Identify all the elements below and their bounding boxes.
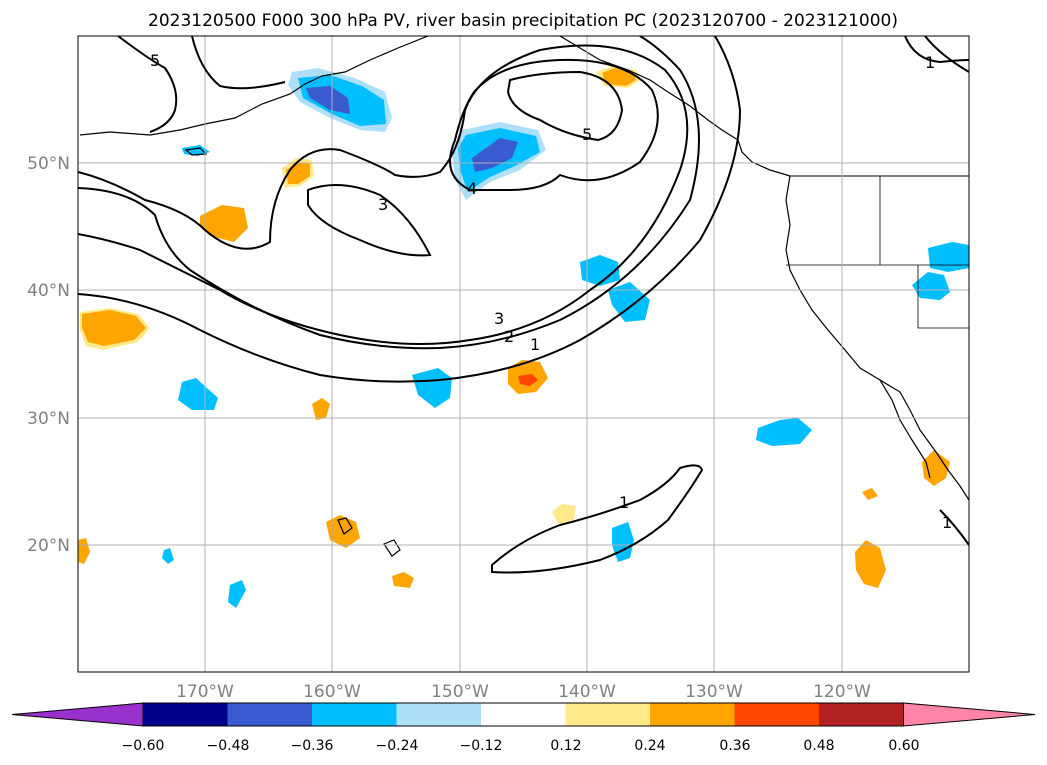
pv-contour-west [191, 36, 286, 90]
anomaly-patch [162, 548, 174, 564]
colorbar-tick-label: 0.36 [719, 738, 750, 754]
anomaly-patch [552, 504, 576, 524]
colorbar-tick-label: −0.48 [207, 738, 250, 754]
precip-anomaly-shading [78, 66, 969, 608]
anomaly-patch [312, 398, 330, 420]
colorbar-segment [227, 703, 312, 726]
colorbar-tick-label: −0.36 [291, 738, 334, 754]
coastlines [79, 36, 969, 557]
colorbar-tick-label: 0.60 [888, 738, 919, 754]
pv-contour-1-se [939, 509, 969, 546]
pv-contour-3 [78, 44, 689, 345]
pv-contour-2 [78, 36, 700, 350]
colorbar-segment [481, 703, 566, 726]
contour-label: 5 [150, 51, 160, 70]
anomaly-patch [518, 374, 538, 386]
gridlines [78, 36, 969, 672]
lat-tick-label: 40°N [27, 281, 70, 301]
lat-tick-labels: 50°N 40°N 30°N 20°N [27, 154, 70, 556]
pv-contour-ne-loop [904, 36, 969, 64]
colorbar-segment [396, 703, 481, 726]
colorbar-ticks: −0.60 −0.48 −0.36 −0.24 −0.12 0.12 0.24 … [122, 738, 920, 754]
island-hawaii [337, 517, 401, 557]
colorbar-tick-label: 0.12 [550, 738, 581, 754]
contour-label: 1 [925, 53, 935, 72]
coastline-alaska-gulf [559, 36, 791, 177]
coastline-west-coast [785, 175, 969, 501]
colorbar-extend-low [11, 702, 144, 727]
lat-tick-label: 30°N [27, 409, 70, 429]
lon-tick-label: 150°W [431, 682, 489, 702]
lon-tick-label: 160°W [303, 682, 361, 702]
anomaly-patch [178, 378, 218, 410]
island-small [184, 147, 208, 156]
colorbar-segment [312, 703, 397, 726]
contour-label: 2 [504, 327, 514, 346]
lon-tick-label: 130°W [685, 682, 743, 702]
anomaly-patch [862, 488, 878, 500]
anomaly-patch [228, 580, 246, 608]
pv-contour-4 [449, 58, 659, 192]
contour-label: 5 [582, 125, 592, 144]
contour-label: 1 [942, 513, 952, 532]
colorbar-frame [142, 702, 904, 727]
colorbar-tick-label: −0.60 [122, 738, 165, 754]
colorbar-tick-label: −0.24 [376, 738, 419, 754]
colorbar-segment [650, 703, 735, 726]
pv-contour-1-ne [924, 36, 969, 73]
colorbar-segment [143, 703, 228, 726]
pv-contour-5-inner [506, 70, 624, 142]
anomaly-patch [608, 282, 650, 322]
lon-tick-label: 140°W [558, 682, 616, 702]
lon-tick-label: 120°W [813, 682, 871, 702]
anomaly-patch [82, 310, 146, 346]
anomaly-patch [928, 242, 969, 272]
anomaly-patch [392, 572, 414, 588]
anomaly-patch [580, 255, 620, 286]
contour-labels: 5 3 4 5 3 2 1 1 1 1 [150, 51, 952, 532]
pv-contour-1-south [491, 464, 704, 574]
lon-tick-label: 170°W [176, 682, 234, 702]
map-content: 5 3 4 5 3 2 1 1 1 1 [78, 36, 969, 672]
anomaly-patch [412, 368, 452, 408]
anomaly-patch [912, 272, 950, 300]
contour-label: 4 [467, 179, 477, 198]
coastline-alaska [79, 36, 429, 136]
colorbar-segment [819, 703, 904, 726]
anomaly-patch [922, 450, 950, 486]
lat-tick-label: 50°N [27, 154, 70, 174]
anomaly-patch [602, 68, 636, 86]
pv-contour-3-inner [307, 184, 432, 257]
colorbar-extend-high [903, 702, 1036, 727]
contour-label: 1 [619, 493, 629, 512]
colorbar-tick-label: −0.12 [460, 738, 503, 754]
pv-contours [78, 36, 969, 574]
colorbar [11, 702, 1036, 727]
contour-label: 3 [378, 195, 388, 214]
colorbar-tick-label: 0.24 [634, 738, 665, 754]
colorbar-segment [734, 703, 819, 726]
colorbar-segment [565, 703, 650, 726]
contour-label: 3 [494, 309, 504, 328]
colorbar-tick-label: 0.48 [803, 738, 834, 754]
anomaly-patch [200, 205, 248, 242]
border-states [786, 176, 969, 329]
anomaly-patch [306, 86, 350, 114]
contour-label: 1 [530, 335, 540, 354]
lon-tick-labels: 170°W 160°W 150°W 140°W 130°W 120°W [176, 682, 871, 702]
anomaly-patch [756, 418, 812, 446]
pv-contour-5-nw [117, 36, 178, 133]
pv-contour-1 [78, 36, 742, 383]
map-frame [77, 35, 970, 673]
anomaly-patch [855, 540, 886, 588]
map-title: 2023120500 F000 300 hPa PV, river basin … [148, 11, 898, 31]
lat-tick-label: 20°N [27, 536, 70, 556]
coastline-baja [879, 379, 931, 479]
